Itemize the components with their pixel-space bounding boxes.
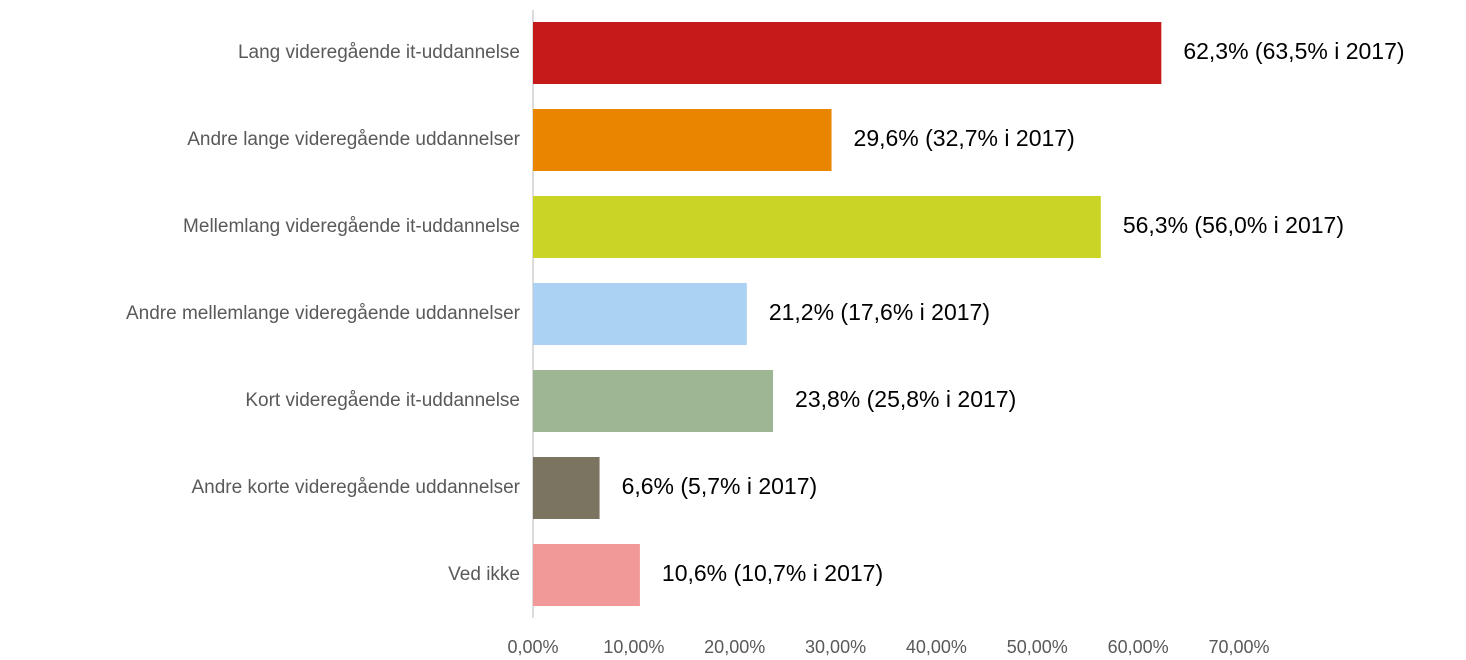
x-tick-label: 70,00% bbox=[1208, 637, 1269, 657]
bar bbox=[533, 457, 600, 519]
bar bbox=[533, 283, 747, 345]
category-label: Andre mellemlange videregående uddannels… bbox=[126, 303, 521, 324]
value-label: 6,6% (5,7% i 2017) bbox=[622, 473, 818, 499]
x-tick-label: 10,00% bbox=[603, 637, 664, 657]
category-label: Ved ikke bbox=[448, 564, 520, 585]
bar bbox=[533, 196, 1101, 258]
category-label: Kort videregående it-uddannelse bbox=[245, 390, 520, 411]
bar bbox=[533, 544, 640, 606]
value-label: 29,6% (32,7% i 2017) bbox=[854, 125, 1075, 151]
value-label: 10,6% (10,7% i 2017) bbox=[662, 560, 883, 586]
value-label: 56,3% (56,0% i 2017) bbox=[1123, 212, 1344, 238]
value-label: 62,3% (63,5% i 2017) bbox=[1183, 38, 1404, 64]
x-tick-label: 50,00% bbox=[1007, 637, 1068, 657]
bar bbox=[533, 109, 832, 171]
x-tick-label: 30,00% bbox=[805, 637, 866, 657]
x-tick-label: 40,00% bbox=[906, 637, 967, 657]
category-label: Mellemlang videregående it-uddannelse bbox=[183, 216, 520, 237]
category-label: Lang videregående it-uddannelse bbox=[238, 42, 520, 63]
value-label: 21,2% (17,6% i 2017) bbox=[769, 299, 990, 325]
category-label: Andre lange videregående uddannelser bbox=[187, 129, 520, 150]
value-label: 23,8% (25,8% i 2017) bbox=[795, 386, 1016, 412]
x-tick-label: 60,00% bbox=[1108, 637, 1169, 657]
x-tick-label: 20,00% bbox=[704, 637, 765, 657]
bar bbox=[533, 22, 1162, 84]
x-tick-label: 0,00% bbox=[507, 637, 558, 657]
category-label: Andre korte videregående uddannelser bbox=[191, 477, 520, 498]
bar bbox=[533, 370, 774, 432]
